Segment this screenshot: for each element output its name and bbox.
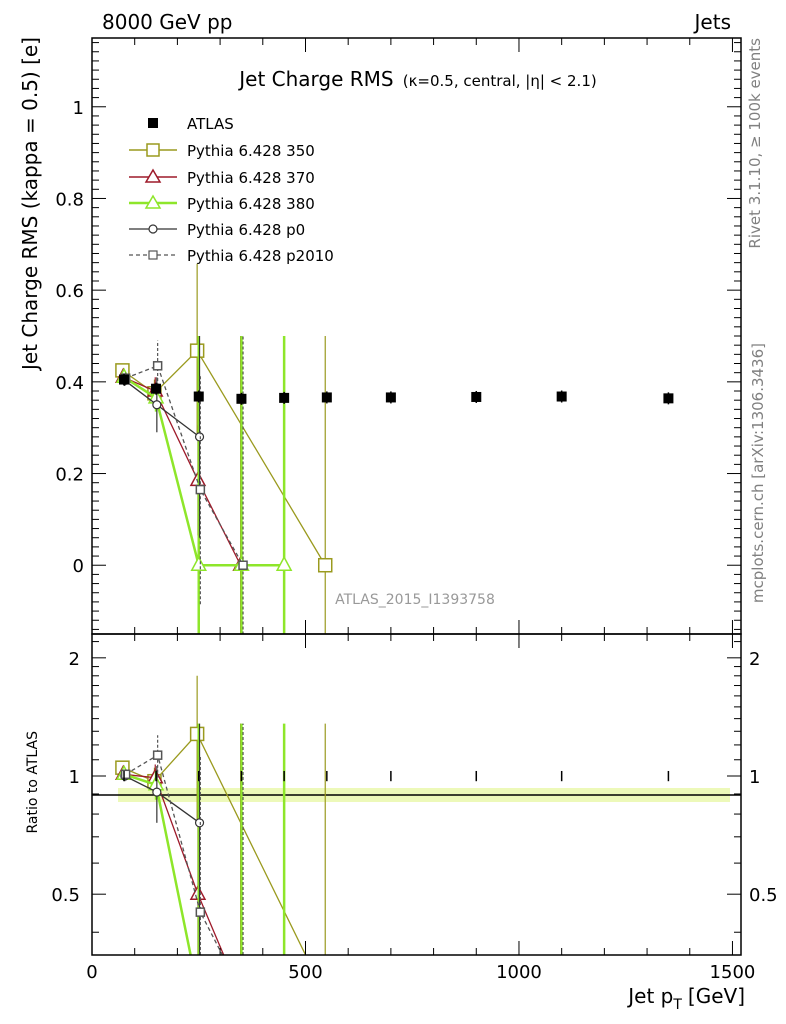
legend-350-label: Pythia 6.428 350: [187, 142, 315, 160]
atlas-data-point: [471, 391, 482, 402]
x-axis-label-sub: T: [672, 997, 682, 1013]
series-350-ratio-point: [189, 726, 205, 742]
series-370-ratio-line: [123, 773, 225, 955]
series-380-ratio-line: [123, 773, 192, 955]
legend-p0-label: Pythia 6.428 p0: [187, 221, 305, 239]
chart-title-main: Jet Charge RMS: [237, 67, 393, 91]
atlas-data-point: [663, 393, 674, 404]
series-380-point: [190, 555, 207, 571]
x-tick-label: 0: [86, 962, 97, 983]
legend-380-label: Pythia 6.428 380: [187, 195, 315, 213]
ratio-y-tick-label: 0.5: [51, 885, 80, 906]
legend-p2010-marker: [148, 250, 158, 260]
header-left: 8000 GeV pp: [102, 10, 233, 34]
atlas-data-point: [119, 374, 130, 385]
ratio-plot-area: [114, 675, 670, 955]
series-p0-ratio-point: [152, 787, 162, 797]
atlas-data-point: [279, 392, 290, 403]
series-p2010-ratio-point: [120, 769, 131, 780]
ratio-plot-frame: [91, 633, 742, 956]
series-350-line: [122, 349, 326, 566]
series-p2010-point: [238, 560, 248, 570]
series-p2010-ratio-point: [152, 750, 163, 760]
header-right: Jets: [693, 10, 731, 34]
series-370-line: [122, 376, 242, 566]
legend-350-marker: [146, 143, 160, 157]
ratio-y-tick-label-right: 1: [749, 767, 760, 788]
legend-p0-marker: [148, 224, 158, 234]
legend-atlas-marker: [148, 118, 158, 128]
x-tick-label: 1000: [496, 962, 542, 983]
analysis-id: ATLAS_2015_I1393758: [335, 592, 495, 608]
x-axis-label-main: Jet p: [626, 984, 673, 1008]
y-tick-label: 0.6: [55, 281, 84, 302]
atlas-data-point: [556, 391, 567, 402]
mcplots-label: mcplots.cern.ch [arXiv:1306.3436]: [749, 343, 767, 603]
series-p0-point: [194, 432, 205, 442]
series-380-line: [123, 376, 285, 567]
atlas-data-point: [321, 392, 332, 403]
series-350-point: [317, 557, 333, 573]
series-350-ratio-line: [122, 732, 307, 955]
ratio-y-tick-label-right: 0.5: [749, 885, 778, 906]
x-tick-label: 500: [288, 962, 322, 983]
legend-370-marker: [144, 168, 162, 183]
legend-380-marker: [144, 194, 162, 209]
main-plot-area: [114, 263, 674, 634]
y-tick-label: 1: [73, 98, 84, 119]
chart-title-sub: (κ=0.5, central, |η| < 2.1): [403, 72, 597, 90]
y-axis-label: Jet Charge RMS (kappa = 0.5) [e]: [18, 37, 42, 372]
legend-370-label: Pythia 6.428 370: [187, 169, 315, 187]
x-axis-label: Jet pT [GeV]: [626, 984, 745, 1013]
legend: ATLAS Pythia 6.428 350 Pythia 6.428 370 …: [129, 115, 334, 265]
y-tick-label: 0: [73, 556, 84, 577]
atlas-data-point: [385, 392, 396, 403]
series-p2010-point: [195, 484, 206, 495]
series-p2010-ratio-point: [195, 907, 206, 917]
y-tick-label: 0.2: [55, 465, 84, 486]
series-p0-point: [152, 400, 162, 410]
series-p2010-point: [152, 361, 163, 371]
ratio-y-tick-label: 2: [69, 649, 80, 670]
ratio-y-tick-label: 1: [69, 767, 80, 788]
legend-p2010-label: Pythia 6.428 p2010: [187, 247, 334, 265]
series-p0-ratio-point: [194, 818, 205, 828]
series-p0-line: [124, 379, 200, 438]
atlas-data-point: [151, 383, 162, 394]
ratio-y-tick-label-right: 2: [749, 649, 760, 670]
series-p2010-ratio-line: [125, 754, 224, 955]
series-350-point: [189, 343, 205, 358]
atlas-data-point: [193, 391, 204, 402]
x-tick-label: 1500: [710, 962, 756, 983]
atlas-data-point: [236, 393, 247, 404]
legend-atlas-label: ATLAS: [187, 115, 234, 133]
x-axis-label-unit: [GeV]: [688, 984, 745, 1008]
ratio-y-axis-label: Ratio to ATLAS: [25, 731, 41, 834]
chart-title: Jet Charge RMS (κ=0.5, central, |η| < 2.…: [237, 67, 596, 91]
series-380-point: [275, 555, 293, 571]
rivet-label: Rivet 3.1.10, ≥ 100k events: [746, 38, 764, 249]
y-tick-label: 0.4: [55, 373, 84, 394]
y-tick-label: 0.8: [55, 189, 84, 210]
series-p2010-line: [125, 364, 244, 566]
